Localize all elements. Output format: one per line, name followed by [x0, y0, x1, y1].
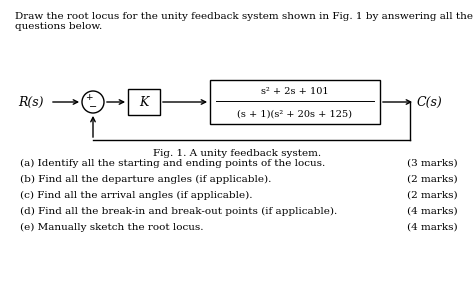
Text: questions below.: questions below.: [15, 22, 102, 31]
Text: C(s): C(s): [417, 96, 443, 108]
Text: −: −: [89, 102, 97, 112]
Text: +: +: [85, 92, 93, 102]
Text: s² + 2s + 101: s² + 2s + 101: [261, 88, 329, 97]
Text: (2 marks): (2 marks): [407, 191, 458, 200]
Text: (4 marks): (4 marks): [407, 207, 458, 216]
Text: (a) Identify all the starting and ending points of the locus.: (a) Identify all the starting and ending…: [20, 159, 325, 168]
Bar: [128, 89, 160, 115]
Text: K: K: [139, 96, 149, 108]
Text: (c) Find all the arrival angles (if applicable).: (c) Find all the arrival angles (if appl…: [20, 191, 253, 200]
Text: Draw the root locus for the unity feedback system shown in Fig. 1 by answering a: Draw the root locus for the unity feedba…: [15, 12, 473, 21]
Text: (4 marks): (4 marks): [407, 223, 458, 232]
Text: (2 marks): (2 marks): [407, 175, 458, 184]
Text: Fig. 1. A unity feedback system.: Fig. 1. A unity feedback system.: [153, 149, 321, 158]
Text: R(s): R(s): [18, 96, 44, 108]
Text: (b) Find all the departure angles (if applicable).: (b) Find all the departure angles (if ap…: [20, 175, 272, 184]
Text: (3 marks): (3 marks): [407, 159, 458, 168]
Text: (s + 1)(s² + 20s + 125): (s + 1)(s² + 20s + 125): [237, 110, 353, 119]
Text: (d) Find all the break-in and break-out points (if applicable).: (d) Find all the break-in and break-out …: [20, 207, 337, 216]
Text: (e) Manually sketch the root locus.: (e) Manually sketch the root locus.: [20, 223, 203, 232]
Bar: [210, 80, 380, 124]
